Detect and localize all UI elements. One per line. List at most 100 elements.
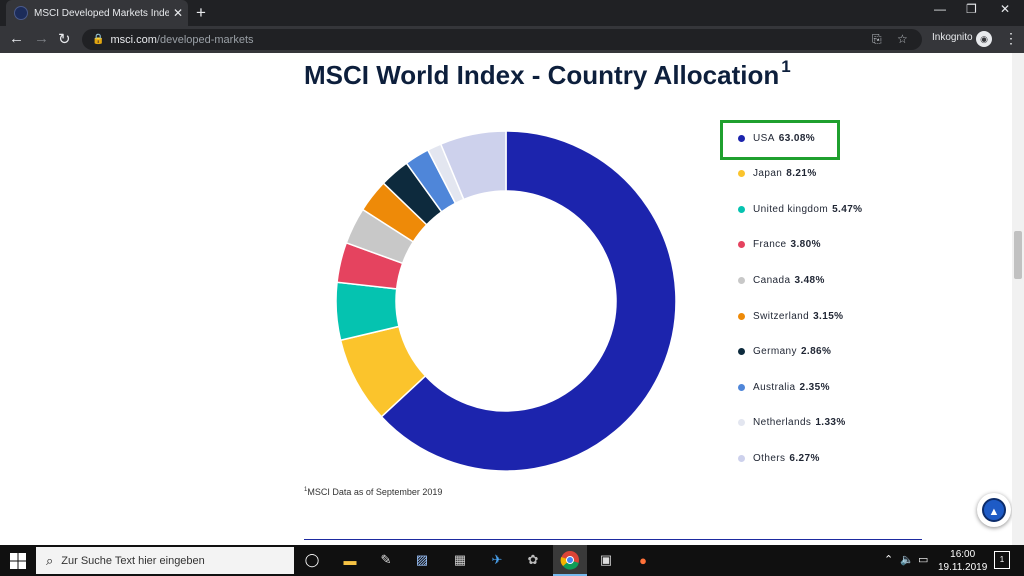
search-placeholder: Zur Suche Text hier eingeben bbox=[61, 554, 205, 567]
legend-label: United kingdom bbox=[753, 203, 829, 215]
legend-item-netherlands[interactable]: Netherlands 1.33% bbox=[738, 415, 846, 431]
url-host: msci.com bbox=[110, 33, 157, 46]
forward-icon[interactable]: → bbox=[34, 30, 49, 47]
legend-value: 2.86% bbox=[800, 346, 832, 358]
incognito-icon[interactable]: ◉ bbox=[976, 31, 992, 47]
page-content: MSCI World Index - Country Allocation 1 U… bbox=[0, 53, 1024, 545]
legend-item-australia[interactable]: Australia 2.35% bbox=[738, 379, 830, 395]
legend-dot-icon bbox=[738, 348, 745, 356]
legend-value: 5.47% bbox=[832, 203, 863, 215]
url-path: /developed-markets bbox=[156, 33, 254, 46]
legend-label: Canada bbox=[753, 274, 791, 286]
legend-item-japan[interactable]: Japan 8.21% bbox=[738, 166, 817, 182]
menu-dots-icon[interactable]: ⋮ bbox=[1004, 30, 1018, 46]
app-icon-5[interactable]: ▣ bbox=[599, 552, 613, 567]
windows-start-icon[interactable] bbox=[10, 553, 26, 569]
reload-icon[interactable]: ↻ bbox=[58, 31, 71, 48]
page-title-text: MSCI World Index - Country Allocation bbox=[304, 60, 780, 90]
app-icon-2[interactable]: ▨ bbox=[415, 552, 429, 567]
minimize-icon[interactable]: — bbox=[934, 2, 946, 16]
legend-value: 1.33% bbox=[815, 417, 846, 429]
footnote-mark: 1 bbox=[304, 487, 308, 493]
lock-icon: 🔒 bbox=[92, 34, 105, 45]
tab-close-icon[interactable]: ✕ bbox=[173, 6, 184, 20]
clock-time: 16:00 bbox=[950, 549, 976, 560]
page-title: MSCI World Index - Country Allocation 1 bbox=[304, 57, 791, 91]
new-tab-button[interactable]: + bbox=[196, 3, 206, 22]
calculator-icon[interactable]: ▦ bbox=[453, 552, 467, 567]
chrome-icon[interactable] bbox=[560, 550, 580, 570]
msci-favicon-icon bbox=[14, 6, 28, 20]
footnote: 1MSCI Data as of September 2019 bbox=[304, 487, 442, 497]
tray-chevron-icon[interactable]: ⌃ bbox=[884, 554, 894, 566]
legend-label: Switzerland bbox=[753, 310, 810, 322]
legend-dot-icon bbox=[738, 241, 745, 249]
legend-item-others[interactable]: Others 6.27% bbox=[738, 450, 820, 466]
legend-value: 3.48% bbox=[794, 274, 825, 286]
title-footnote-mark: 1 bbox=[781, 57, 791, 76]
network-icon[interactable]: ▭ bbox=[918, 554, 929, 566]
file-explorer-icon[interactable]: ▬ bbox=[343, 552, 357, 568]
browser-toolbar: ← → ↻ 🔒 msci.com /developed-markets ⎘ ☆ … bbox=[0, 26, 1024, 53]
page-scrollbar[interactable] bbox=[1012, 53, 1024, 545]
legend-label: Japan bbox=[753, 168, 783, 180]
search-icon: ⌕ bbox=[46, 552, 54, 568]
legend-item-united-kingdom[interactable]: United kingdom 5.47% bbox=[738, 201, 862, 217]
app-icon-1[interactable]: ✎ bbox=[380, 552, 392, 567]
legend-value: 63.08% bbox=[778, 132, 816, 144]
legend-dot-icon bbox=[738, 419, 745, 427]
highlight-box bbox=[720, 120, 840, 160]
firefox-icon[interactable]: ● bbox=[639, 552, 647, 568]
bookmark-star-icon[interactable]: ☆ bbox=[897, 32, 908, 46]
translate-icon[interactable]: ⎘ bbox=[872, 32, 882, 46]
browser-tab-strip: MSCI Developed Markets Indexes ✕ + — ❐ ✕ bbox=[0, 0, 1024, 26]
legend-value: 6.27% bbox=[789, 452, 820, 464]
legend-dot-icon bbox=[738, 276, 745, 284]
task-view-icon[interactable]: ◯ bbox=[304, 552, 320, 567]
legend-label: Netherlands bbox=[753, 417, 812, 429]
legend-label: USA bbox=[753, 132, 775, 144]
footnote-text: MSCI Data as of September 2019 bbox=[307, 487, 443, 497]
clock-date: 19.11.2019 bbox=[938, 562, 988, 573]
legend-value: 2.35% bbox=[799, 381, 830, 393]
legend-label: Others bbox=[753, 452, 786, 464]
legend-dot-icon bbox=[738, 454, 745, 462]
legend-item-switzerland[interactable]: Switzerland 3.15% bbox=[738, 308, 843, 324]
legend-label: France bbox=[753, 239, 787, 251]
donut-slice-others[interactable] bbox=[439, 130, 507, 201]
legend-value: 3.15% bbox=[813, 310, 844, 322]
app-icon-3[interactable]: ✈ bbox=[491, 552, 503, 567]
incognito-label: Inkognito bbox=[932, 32, 973, 43]
restore-icon[interactable]: ❐ bbox=[966, 2, 977, 16]
app-icon-4[interactable]: ✿ bbox=[527, 552, 539, 567]
tab-title: MSCI Developed Markets Indexes bbox=[34, 7, 169, 19]
legend-item-usa[interactable]: USA 63.08% bbox=[738, 130, 815, 146]
scroll-to-top-button[interactable]: ▲ bbox=[977, 493, 1011, 527]
legend-dot-icon bbox=[738, 205, 745, 213]
taskbar-search[interactable]: ⌕ Zur Suche Text hier eingeben bbox=[36, 547, 294, 574]
address-bar[interactable]: 🔒 msci.com /developed-markets ⎘ ☆ bbox=[82, 29, 922, 50]
donut-chart bbox=[335, 130, 677, 472]
browser-tab[interactable]: MSCI Developed Markets Indexes ✕ bbox=[6, 0, 188, 26]
section-divider bbox=[304, 539, 922, 540]
scrollbar-thumb[interactable] bbox=[1014, 231, 1022, 279]
donut-slice-usa[interactable] bbox=[380, 130, 677, 472]
legend-dot-icon bbox=[738, 312, 745, 320]
legend-item-canada[interactable]: Canada 3.48% bbox=[738, 272, 825, 288]
legend-dot-icon bbox=[738, 134, 745, 142]
legend-value: 3.80% bbox=[790, 239, 821, 251]
window-close-icon[interactable]: ✕ bbox=[1000, 2, 1011, 16]
up-arrow-icon: ▲ bbox=[982, 498, 1006, 522]
legend-label: Australia bbox=[753, 381, 796, 393]
system-clock[interactable]: 16:00 19.11.2019 bbox=[938, 548, 987, 574]
back-icon[interactable]: ← bbox=[9, 30, 24, 47]
legend-value: 8.21% bbox=[786, 168, 817, 180]
taskbar: ⌕ Zur Suche Text hier eingeben ◯ ▬ ✎ ▨ ▦… bbox=[0, 545, 1024, 576]
legend-label: Germany bbox=[753, 346, 797, 358]
legend-dot-icon bbox=[738, 383, 745, 391]
legend-item-france[interactable]: France 3.80% bbox=[738, 237, 821, 253]
legend-dot-icon bbox=[738, 170, 745, 178]
legend-item-germany[interactable]: Germany 2.86% bbox=[738, 344, 831, 360]
notification-icon[interactable]: 1 bbox=[994, 551, 1010, 569]
volume-icon[interactable]: 🔈 bbox=[900, 554, 914, 566]
